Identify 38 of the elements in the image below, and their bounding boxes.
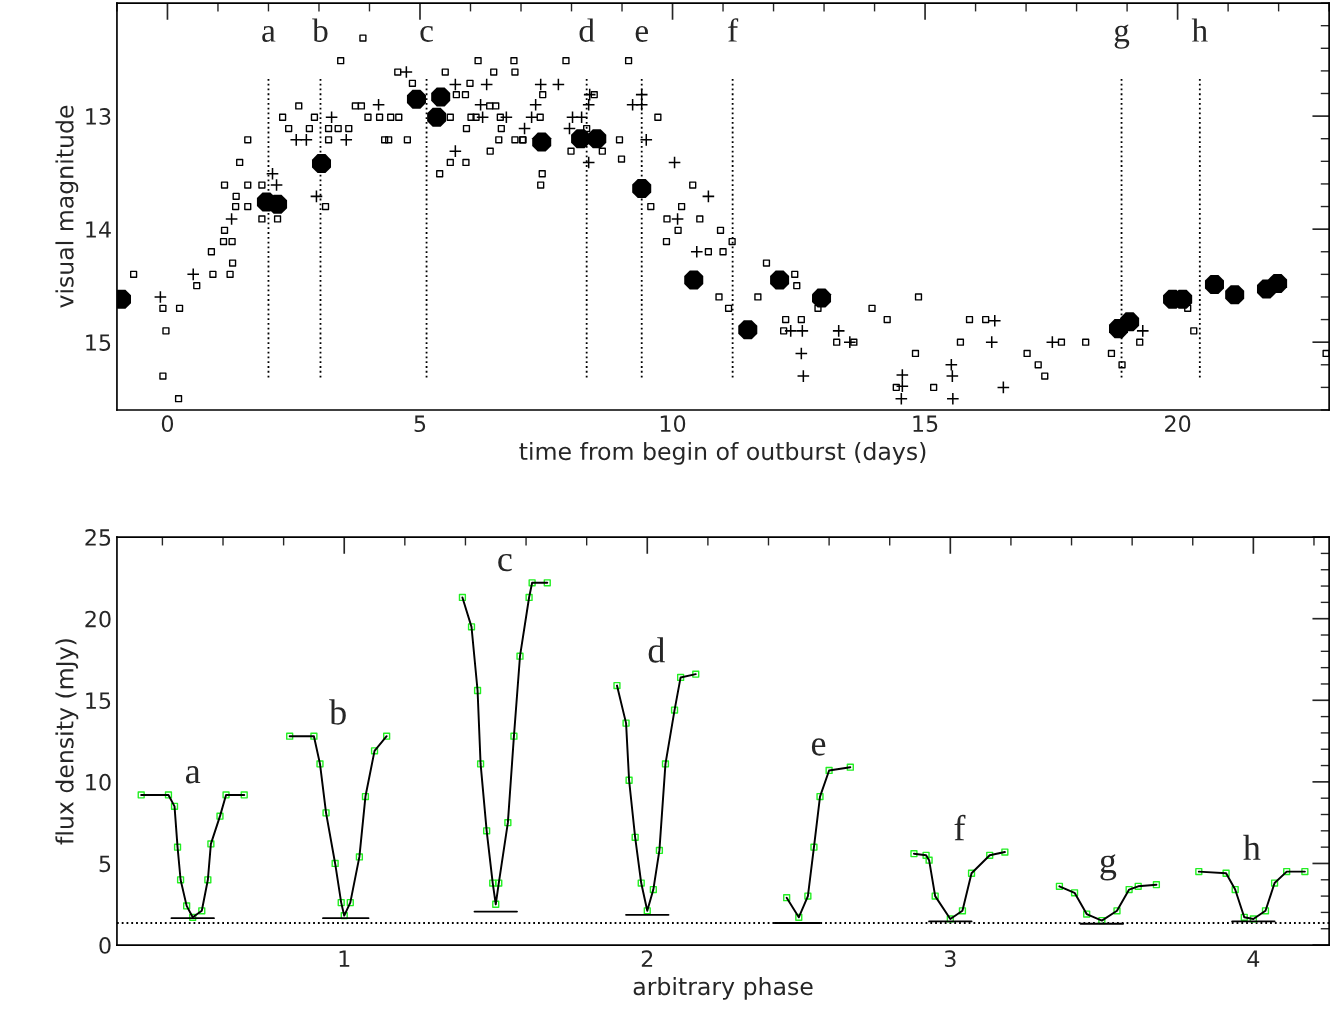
x-tick-label: 10	[660, 415, 686, 433]
x-tick-label: 15	[913, 415, 938, 433]
x-tick-label: 2	[641, 950, 653, 967]
x-tick-label: 5	[414, 415, 426, 433]
ref-line-label: e	[635, 25, 648, 42]
x-axis-title: arbitrary phase	[633, 976, 813, 1000]
annotation: g	[1100, 854, 1117, 881]
annotation: a	[185, 766, 201, 784]
ref-line-label: d	[579, 18, 595, 42]
x-tick-label: 0	[161, 415, 174, 433]
y-tick-label: 20	[85, 610, 111, 628]
x-tick-label: 20	[1165, 415, 1191, 433]
annotation: f	[954, 814, 966, 841]
y-tick-label: 25	[85, 529, 111, 546]
x-tick-label: 1	[339, 950, 350, 967]
y-tick-label: 13	[86, 108, 111, 125]
y-axis-title: visual magnitude	[55, 105, 79, 308]
annotation: b	[329, 699, 346, 725]
ref-line-label: a	[262, 25, 276, 42]
y-tick-label: 0	[99, 937, 111, 954]
annotation: c	[498, 553, 512, 572]
y-tick-label: 15	[86, 334, 111, 351]
y-tick-label: 14	[86, 221, 111, 238]
ref-line-label: c	[420, 25, 433, 42]
ref-line-label: f	[728, 18, 739, 42]
x-tick-label: 4	[1247, 950, 1260, 967]
ref-line-label: g	[1114, 24, 1130, 49]
annotation: e	[811, 738, 826, 756]
x-tick-label: 3	[944, 950, 956, 968]
annotation: d	[648, 637, 665, 663]
ref-line-label: h	[1191, 18, 1208, 42]
y-tick-label: 5	[99, 855, 111, 873]
annotation: h	[1243, 834, 1261, 860]
y-tick-label: 15	[86, 692, 111, 710]
y-tick-label: 10	[86, 773, 111, 791]
ref-line-label: b	[312, 18, 328, 42]
y-axis-title: flux density (mJy)	[55, 639, 79, 845]
x-axis-title: time from begin of outburst (days)	[519, 441, 926, 465]
